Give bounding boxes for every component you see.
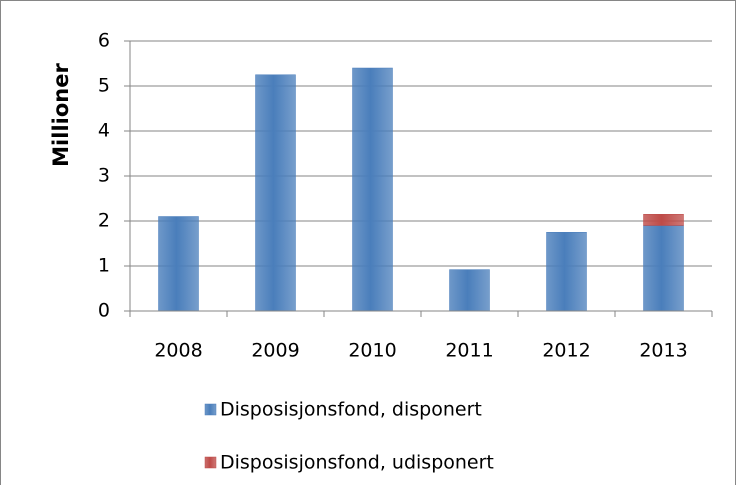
x-tick-label: 2011	[445, 340, 493, 362]
legend-swatch	[204, 456, 217, 469]
bar	[158, 216, 199, 312]
bar	[449, 269, 490, 312]
y-tick-label: 4	[98, 120, 110, 142]
legend-swatch	[204, 403, 217, 416]
y-tick-label: 0	[98, 300, 110, 322]
x-tick-label: 2008	[154, 340, 202, 362]
legend-label: Disposisjonsfond, disponert	[220, 399, 482, 421]
x-tick-label: 2013	[639, 340, 687, 362]
bar	[643, 214, 684, 226]
bar	[255, 74, 296, 312]
x-tick-label: 2012	[542, 340, 590, 362]
bar	[643, 225, 684, 312]
legend-label: Disposisjonsfond, udisponert	[220, 452, 494, 474]
y-tick-label: 3	[98, 165, 110, 187]
bar	[352, 67, 393, 312]
y-tick-label: 2	[98, 210, 110, 232]
y-tick-label: 6	[98, 30, 110, 52]
y-tick-label: 5	[98, 75, 110, 97]
x-tick-label: 2009	[251, 340, 299, 362]
y-axis-label: Millioner	[49, 63, 73, 167]
y-tick-label: 1	[98, 255, 110, 277]
x-tick-label: 2010	[348, 340, 396, 362]
bar	[546, 232, 587, 312]
